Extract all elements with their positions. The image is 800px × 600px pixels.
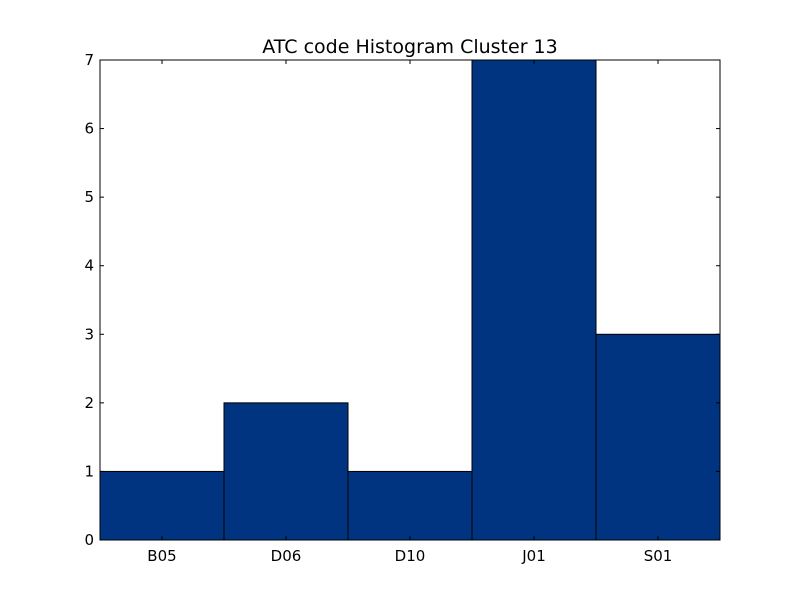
bar-d06 (223, 402, 349, 541)
chart-title: ATC code Histogram Cluster 13 (262, 36, 557, 58)
bar-d10 (347, 470, 473, 541)
x-tick-label: J01 (521, 547, 546, 565)
bars-group (99, 59, 721, 541)
bar-b05 (99, 470, 225, 541)
y-tick-label: 2 (84, 394, 94, 412)
bar-j01 (471, 59, 597, 541)
y-tick-label: 5 (84, 188, 94, 206)
y-tick-label: 4 (84, 257, 94, 275)
y-tick-label: 6 (84, 120, 94, 138)
y-tick-label: 1 (84, 462, 94, 480)
y-tick-label: 3 (84, 325, 94, 343)
y-tick-label: 7 (84, 51, 94, 69)
x-tick-label: B05 (147, 547, 176, 565)
x-tick-label: D06 (271, 547, 302, 565)
y-tick-label: 0 (84, 531, 94, 549)
x-tick-label: S01 (644, 547, 673, 565)
plot-frame (99, 59, 721, 541)
bar-s01 (595, 333, 721, 541)
x-tick-label: D10 (395, 547, 426, 565)
ticks-group: B05 D06 D10 J01 S01 0 1 2 3 4 5 6 7 (84, 51, 720, 565)
